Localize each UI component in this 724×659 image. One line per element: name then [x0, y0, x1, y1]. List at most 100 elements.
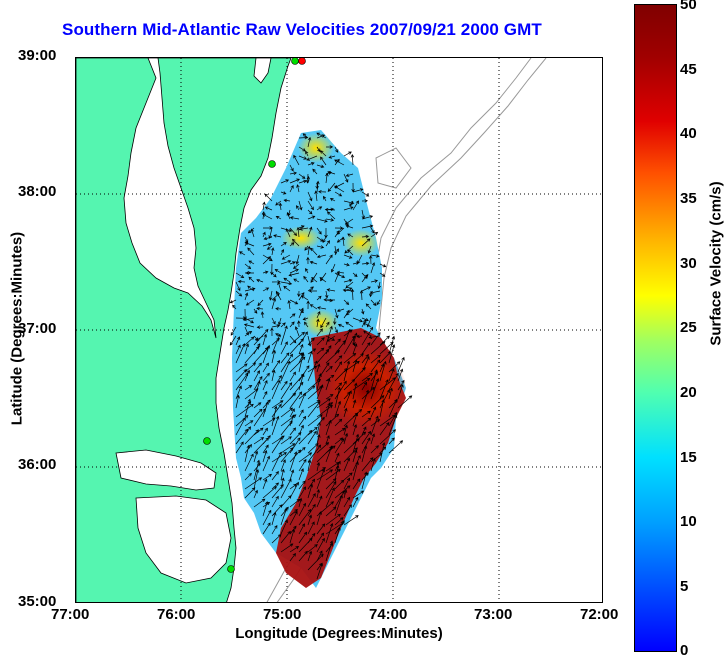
- velocity-arrow: [325, 325, 333, 346]
- velocity-arrow: [289, 171, 298, 175]
- velocity-arrow: [280, 447, 294, 463]
- velocity-arrow: [337, 323, 345, 328]
- velocity-arrow: [388, 437, 395, 445]
- velocity-arrow: [298, 365, 310, 382]
- velocity-arrow: [349, 200, 354, 207]
- velocity-arrow: [253, 450, 259, 463]
- velocity-arrow: [298, 343, 304, 355]
- velocity-arrow: [293, 263, 300, 270]
- velocity-arrow: [334, 159, 345, 166]
- velocity-arrow: [235, 343, 246, 364]
- velocity-arrow: [262, 270, 269, 275]
- velocity-arrow: [262, 231, 266, 238]
- velocity-arrow: [325, 218, 335, 222]
- velocity-arrow: [317, 306, 327, 310]
- velocity-arrow: [334, 248, 339, 256]
- y-tick-label: 35:00: [18, 593, 57, 610]
- velocity-arrow: [336, 308, 345, 313]
- velocity-arrow: [244, 287, 256, 292]
- velocity-arrow: [352, 449, 358, 463]
- velocity-arrow: [325, 365, 333, 373]
- velocity-arrow: [244, 420, 254, 427]
- velocity-arrow: [307, 444, 322, 463]
- velocity-arrow: [316, 462, 321, 472]
- velocity-arrow: [334, 340, 346, 355]
- velocity-arrow: [298, 415, 307, 427]
- velocity-arrow: [361, 238, 371, 247]
- velocity-arrow: [237, 279, 246, 284]
- velocity-arrow: [316, 468, 326, 490]
- velocity-arrow: [262, 478, 268, 490]
- colorbar-tick-label: 40: [680, 125, 697, 142]
- velocity-arrow: [352, 433, 360, 454]
- velocity-arrow: [245, 271, 255, 275]
- velocity-arrow: [304, 245, 309, 251]
- velocity-arrow: [307, 493, 316, 508]
- velocity-arrow: [316, 254, 327, 259]
- velocity-arrow: [277, 281, 282, 292]
- velocity-arrow: [343, 254, 353, 259]
- velocity-arrow: [280, 360, 291, 382]
- velocity-arrow: [361, 224, 374, 229]
- velocity-arrow: [263, 236, 273, 241]
- velocity-arrow: [361, 471, 368, 490]
- velocity-arrow: [289, 178, 300, 184]
- velocity-arrow: [334, 526, 341, 544]
- velocity-arrow: [316, 442, 330, 454]
- x-tick-label: 76:00: [157, 606, 196, 623]
- velocity-arrow: [388, 414, 398, 436]
- velocity-arrow: [325, 335, 336, 341]
- velocity-arrow: [247, 285, 255, 292]
- velocity-arrow: [361, 261, 370, 266]
- velocity-arrow: [307, 550, 313, 562]
- velocity-arrow: [397, 383, 404, 400]
- velocity-arrow: [271, 524, 278, 535]
- velocity-arrow: [262, 509, 272, 526]
- velocity-arrow: [352, 431, 367, 445]
- velocity-arrow: [289, 261, 296, 265]
- velocity-arrow: [316, 562, 324, 580]
- velocity-arrow: [307, 503, 316, 517]
- velocity-arrow: [307, 414, 323, 427]
- velocity-arrow: [271, 495, 279, 508]
- velocity-arrow: [289, 498, 301, 508]
- velocity-arrow: [253, 459, 261, 481]
- velocity-arrow: [253, 427, 264, 436]
- velocity-arrow: [325, 394, 334, 400]
- velocity-arrow: [316, 434, 321, 445]
- velocity-arrow: [343, 263, 350, 267]
- velocity-arrow: [289, 338, 304, 355]
- velocity-arrow: [244, 487, 256, 499]
- velocity-arrow: [280, 322, 286, 328]
- velocity-arrow: [289, 427, 297, 436]
- velocity-arrow: [243, 323, 255, 328]
- velocity-arrow: [289, 431, 302, 445]
- velocity-arrow: [307, 459, 312, 472]
- velocity-arrow: [270, 327, 274, 337]
- velocity-arrow: [244, 346, 260, 364]
- velocity-arrow: [271, 511, 277, 526]
- velocity-arrow: [235, 344, 241, 355]
- velocity-arrow: [343, 424, 348, 436]
- velocity-arrow: [283, 198, 291, 203]
- velocity-arrow: [343, 438, 360, 454]
- velocity-arrow: [309, 260, 318, 265]
- velocity-arrow: [361, 274, 369, 283]
- velocity-arrow: [376, 299, 381, 306]
- velocity-arrow: [289, 164, 294, 172]
- velocity-arrow: [289, 242, 295, 247]
- velocity-arrow: [244, 426, 251, 436]
- velocity-arrow: [379, 335, 390, 346]
- velocity-arrow: [271, 482, 280, 490]
- y-tick-label: 38:00: [18, 183, 57, 200]
- velocity-arrow: [343, 335, 356, 355]
- y-tick-label: 36:00: [18, 456, 57, 473]
- velocity-arrow: [280, 353, 293, 373]
- velocity-arrow: [280, 341, 288, 355]
- station-markers: [203, 58, 306, 573]
- velocity-arrow: [271, 359, 281, 373]
- velocity-arrow: [352, 188, 364, 193]
- velocity-arrow: [235, 385, 242, 400]
- velocity-arrow: [269, 290, 273, 301]
- velocity-arrow: [262, 254, 273, 262]
